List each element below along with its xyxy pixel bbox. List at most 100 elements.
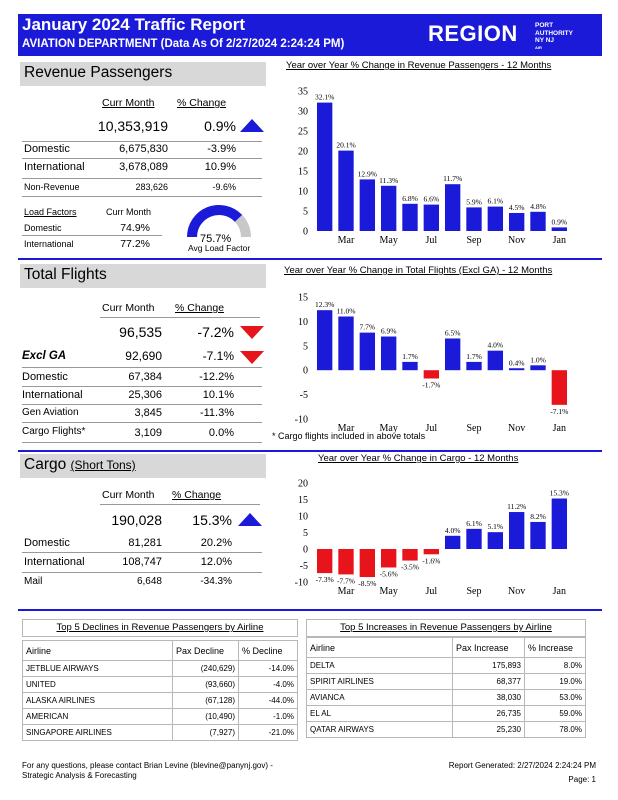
flights-row-change: 10.1% xyxy=(202,389,234,401)
bar xyxy=(444,535,461,549)
revenue-row-label: Non-Revenue xyxy=(24,182,80,192)
table-cell: 19.0% xyxy=(524,673,586,690)
data-label: 6.6% xyxy=(424,195,440,204)
data-label: 0.9% xyxy=(552,217,568,226)
flights-row-change: -12.2% xyxy=(199,371,234,383)
x-tick-label: Nov xyxy=(508,423,525,434)
declines-title-box: Top 5 Declines in Revenue Passengers by … xyxy=(22,619,298,637)
logo-line: PORT xyxy=(535,22,554,29)
table-cell: (67,128) xyxy=(172,692,239,709)
x-tick-label: Jan xyxy=(553,586,566,597)
divider xyxy=(22,442,262,443)
declines-table: Airline Pax Decline % Decline JETBLUE AI… xyxy=(22,640,298,741)
total-flights-chart: -10 -5 0 5 10 15 12.3%11.0% 7.7% 6.9% 1.7% -1.7% 6.… xyxy=(295,293,569,435)
y-tick-label: 10 xyxy=(298,187,308,198)
x-tick-label: Jul xyxy=(425,586,437,597)
bar xyxy=(444,338,461,371)
data-label: -3.5% xyxy=(401,563,419,572)
table-cell: -21.0% xyxy=(238,724,298,741)
table-header-cell: % Increase xyxy=(524,637,586,658)
x-tick-label: Jan xyxy=(553,423,566,434)
data-label: -5.6% xyxy=(380,569,398,578)
bar xyxy=(423,204,440,231)
bar xyxy=(380,549,397,568)
table-cell: -44.0% xyxy=(238,692,298,709)
cargo-total-value: 190,028 xyxy=(111,512,162,528)
bar xyxy=(551,498,568,549)
data-label: 4.5% xyxy=(509,203,525,212)
section-rule xyxy=(18,609,602,611)
cargo-col-change: % Change xyxy=(172,489,222,501)
bar xyxy=(338,549,354,575)
y-tick-label: -5 xyxy=(300,561,308,572)
report-subtitle: AVIATION DEPARTMENT (Data As Of 2/27/202… xyxy=(22,38,345,50)
bar xyxy=(444,184,461,231)
table-row: ALASKA AIRLINES (67,128) -44.0% xyxy=(22,692,298,709)
load-row-label: International xyxy=(24,239,74,249)
table-cell: 53.0% xyxy=(524,689,586,706)
flights-row-label: International xyxy=(22,389,83,401)
flights-total-value: 96,535 xyxy=(119,324,162,340)
down-arrow-icon xyxy=(240,351,264,364)
table-row: SPIRIT AIRLINES 68,377 19.0% xyxy=(306,673,586,690)
y-tick-label: 20 xyxy=(298,479,308,490)
table-cell: DELTA xyxy=(306,657,453,674)
table-cell: (93,660) xyxy=(172,676,239,693)
revenue-row-value: 3,678,089 xyxy=(119,161,168,173)
y-tick-label: 5 xyxy=(303,341,308,352)
footer-page: Page: 1 xyxy=(568,775,596,784)
cargo-row-value: 6,648 xyxy=(136,576,162,587)
y-tick-label: 30 xyxy=(298,107,308,118)
cargo-row-label: Domestic xyxy=(24,537,70,549)
bar xyxy=(551,370,568,405)
bar xyxy=(338,150,354,231)
revenue-col-curr: Curr Month xyxy=(102,97,155,109)
cargo-section-title: Cargo (Short Tons) xyxy=(20,454,266,478)
cargo-row-label: International xyxy=(24,556,85,568)
table-cell: 78.0% xyxy=(524,721,586,738)
bar xyxy=(380,336,397,371)
x-tick-label: Nov xyxy=(508,586,525,597)
footer-contact: For any questions, please contact Brian … xyxy=(22,761,273,770)
table-cell: AMERICAN xyxy=(22,708,173,725)
table-cell: EL AL xyxy=(306,705,453,722)
data-label: -7.7% xyxy=(337,576,355,585)
bar xyxy=(466,361,482,371)
bar xyxy=(316,102,333,231)
revenue-total-change: 0.9% xyxy=(204,118,236,134)
bar xyxy=(487,532,504,549)
table-cell: 38,030 xyxy=(452,689,525,706)
data-label: 6.1% xyxy=(466,519,482,528)
chart3-title: Year over Year % Change in Cargo - 12 Mo… xyxy=(318,453,519,464)
cargo-row-value: 108,747 xyxy=(122,556,162,568)
flights-excl-label: Excl GA xyxy=(22,350,67,362)
divider xyxy=(22,572,262,573)
bar xyxy=(466,207,482,231)
x-tick-label: Sep xyxy=(467,235,482,246)
table-row: EL AL 26,735 59.0% xyxy=(306,705,586,722)
table-cell: 175,893 xyxy=(452,657,525,674)
revenue-row-label: International xyxy=(24,161,85,173)
revenue-section-title: Revenue Passengers xyxy=(20,62,266,86)
down-arrow-icon xyxy=(240,326,264,339)
logo-line: AIR xyxy=(535,44,542,50)
data-label: 12.9% xyxy=(358,169,377,178)
y-tick-label: 5 xyxy=(303,528,308,539)
x-tick-label: Mar xyxy=(338,235,355,246)
bar xyxy=(508,213,525,231)
revenue-row-change: -9.6% xyxy=(212,182,236,192)
y-tick-label: 10 xyxy=(298,317,308,328)
cargo-row-change: 20.2% xyxy=(200,537,232,549)
table-cell: (240,629) xyxy=(172,660,239,677)
x-tick-label: Jul xyxy=(425,235,437,246)
divider xyxy=(22,552,262,553)
data-label: 1.7% xyxy=(402,352,418,361)
y-tick-label: 0 xyxy=(303,227,308,238)
x-tick-label: Sep xyxy=(467,586,482,597)
bar xyxy=(316,549,333,574)
table-cell: 25,230 xyxy=(452,721,525,738)
bar xyxy=(380,185,397,231)
table-row: QATAR AIRWAYS 25,230 78.0% xyxy=(306,721,586,738)
flights-total-change: -7.2% xyxy=(197,324,234,340)
data-label: 6.8% xyxy=(402,194,418,203)
